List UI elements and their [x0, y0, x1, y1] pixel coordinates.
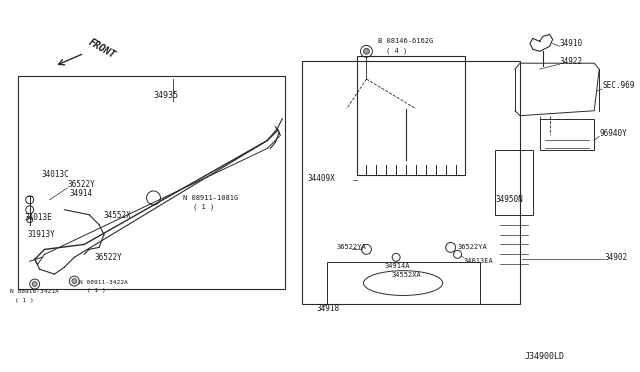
Text: 34013C: 34013C [42, 170, 69, 179]
Text: FRONT: FRONT [87, 37, 118, 60]
Text: 34935: 34935 [154, 92, 179, 100]
Text: 34914: 34914 [69, 189, 92, 198]
Text: 34922: 34922 [559, 57, 582, 66]
Bar [302, 61, 520, 304]
Text: N 08911-3422A: N 08911-3422A [79, 280, 128, 285]
Circle shape [364, 48, 369, 54]
Text: 34914A: 34914A [384, 263, 410, 269]
Bar [540, 119, 595, 150]
Bar [327, 262, 481, 304]
Text: 34910: 34910 [559, 39, 582, 48]
Text: ( 1 ): ( 1 ) [15, 298, 34, 304]
Text: 36522Y: 36522Y [67, 180, 95, 189]
Bar [495, 150, 533, 215]
Bar [18, 76, 285, 289]
Text: 34950N: 34950N [495, 195, 523, 204]
Text: 36522YA: 36522YA [458, 244, 487, 250]
Text: J34900LD: J34900LD [525, 352, 564, 361]
Circle shape [72, 279, 77, 283]
Text: ( 1 ): ( 1 ) [87, 288, 106, 294]
Text: ( 1 ): ( 1 ) [193, 203, 214, 210]
Circle shape [32, 282, 37, 286]
Text: ( 4 ): ( 4 ) [387, 47, 408, 54]
Text: 34409X: 34409X [307, 174, 335, 183]
Text: 31913Y: 31913Y [28, 230, 56, 239]
Text: N 08916-3421A: N 08916-3421A [10, 289, 59, 295]
Text: 36522YA: 36522YA [337, 244, 367, 250]
Text: N 08911-1081G: N 08911-1081G [183, 195, 239, 201]
Text: 34552X: 34552X [104, 211, 132, 220]
Text: 34918: 34918 [317, 304, 340, 313]
Text: 36522Y: 36522Y [94, 253, 122, 262]
Text: 96940Y: 96940Y [599, 129, 627, 138]
Text: B 08146-6162G: B 08146-6162G [378, 38, 433, 44]
Text: 34013E: 34013E [25, 213, 52, 222]
Text: SEC.969: SEC.969 [602, 81, 634, 90]
Text: 34902: 34902 [604, 253, 627, 262]
Text: 34552XA: 34552XA [391, 272, 421, 278]
Bar [356, 56, 465, 175]
Text: 34013EA: 34013EA [463, 258, 493, 264]
